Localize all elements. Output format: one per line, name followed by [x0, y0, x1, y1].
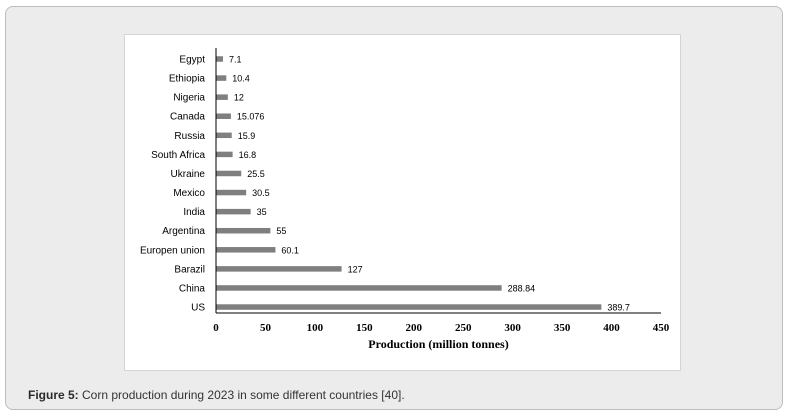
- figure-caption: Figure 5: Corn production during 2023 in…: [28, 388, 405, 402]
- category-label-barazil: Barazil: [174, 264, 205, 275]
- value-label-india: 35: [257, 207, 267, 217]
- bar-egypt: [216, 56, 224, 62]
- category-label-canada: Canada: [170, 112, 205, 123]
- x-tick-label-50: 50: [260, 322, 272, 334]
- bar-canada: [216, 113, 231, 119]
- x-tick-label-0: 0: [213, 322, 219, 334]
- value-label-canada: 15.076: [237, 112, 265, 122]
- x-tick-label-150: 150: [356, 322, 373, 334]
- value-label-ukraine: 25.5: [247, 169, 265, 179]
- bar-mexico: [216, 189, 247, 196]
- bars-group: Egypt 7.1 Ethiopia 10.4 Nigeria 12 Canada 15.07…: [140, 55, 630, 314]
- bar-barazil: [216, 266, 342, 272]
- value-label-europen-union: 60.1: [281, 245, 299, 255]
- category-label-india: India: [183, 207, 205, 218]
- caption-text: Corn production during 2023 in some diff…: [82, 388, 405, 402]
- caption-label: Figure 5:: [28, 388, 79, 402]
- category-label-ethiopia: Ethiopia: [169, 74, 206, 85]
- category-label-russia: Russia: [174, 131, 205, 142]
- value-label-us: 389.7: [607, 303, 630, 313]
- category-label-ukraine: Ukraine: [171, 169, 206, 180]
- x-tick-label-450: 450: [653, 322, 670, 334]
- bar-south-africa: [216, 151, 233, 158]
- bar-argentina: [216, 227, 271, 234]
- value-label-china: 288.84: [508, 283, 536, 293]
- x-tick-label-200: 200: [406, 322, 423, 334]
- category-label-china: China: [179, 283, 206, 294]
- x-tick-label-300: 300: [504, 322, 521, 334]
- value-label-south-africa: 16.8: [239, 150, 257, 160]
- x-tick-label-250: 250: [455, 322, 472, 334]
- value-label-nigeria: 12: [234, 93, 244, 103]
- x-tick-label-350: 350: [554, 322, 571, 334]
- value-label-ethiopia: 10.4: [232, 74, 250, 84]
- category-label-us: US: [191, 303, 205, 314]
- figure-frame: Egypt 7.1 Ethiopia 10.4 Nigeria 12 Canada 15.07…: [5, 6, 783, 410]
- bar-europen-union: [216, 247, 276, 253]
- bar-india: [216, 208, 251, 215]
- value-label-mexico: 30.5: [252, 188, 270, 198]
- category-label-nigeria: Nigeria: [173, 93, 205, 104]
- category-label-europen-union: Europen union: [140, 245, 205, 256]
- value-label-russia: 15.9: [238, 131, 256, 141]
- value-label-egypt: 7.1: [229, 55, 242, 65]
- x-tick-label-100: 100: [307, 322, 324, 334]
- x-axis-title: Production (million tonnes): [368, 337, 508, 351]
- category-label-mexico: Mexico: [173, 188, 205, 199]
- category-label-south-africa: South Africa: [151, 150, 205, 161]
- bar-ukraine: [216, 170, 242, 177]
- bar-ethiopia: [216, 75, 227, 81]
- chart-panel: Egypt 7.1 Ethiopia 10.4 Nigeria 12 Canada 15.07…: [124, 34, 681, 371]
- bar-russia: [216, 132, 232, 139]
- bar-nigeria: [216, 94, 228, 100]
- bar-us: [216, 304, 602, 310]
- category-label-argentina: Argentina: [162, 226, 205, 237]
- value-label-argentina: 55: [276, 226, 286, 236]
- bar-china: [216, 285, 502, 291]
- x-tick-label-400: 400: [603, 322, 620, 334]
- category-label-egypt: Egypt: [179, 55, 205, 66]
- axes-group: 0 50 100 150 200 250 300 350 400 450: [213, 48, 670, 334]
- value-label-barazil: 127: [348, 264, 363, 274]
- bar-chart: Egypt 7.1 Ethiopia 10.4 Nigeria 12 Canada 15.07…: [140, 48, 670, 351]
